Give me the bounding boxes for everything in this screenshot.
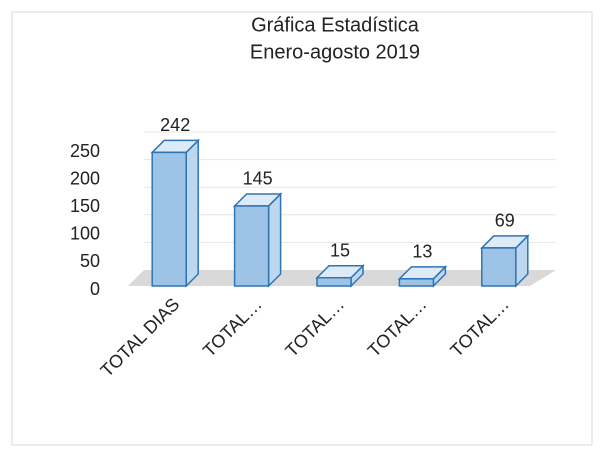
- bar: [315, 263, 365, 288]
- bar-side: [267, 192, 282, 288]
- bar-front: [151, 151, 187, 287]
- chart-subtitle: Enero-agosto 2019: [250, 41, 420, 63]
- y-tick-label: 0: [90, 279, 100, 299]
- bar: [479, 234, 530, 288]
- chart-title: Gráfica Estadística: [251, 14, 420, 36]
- bar: [397, 265, 448, 288]
- bar-side: [185, 138, 199, 288]
- bar: [232, 192, 283, 288]
- data-label: 15: [330, 240, 350, 260]
- data-label: 69: [495, 211, 515, 231]
- bar-front: [481, 247, 517, 287]
- data-label: 145: [243, 169, 273, 189]
- bar-front: [233, 205, 270, 287]
- bar: [150, 138, 201, 288]
- y-tick-label: 250: [70, 141, 100, 161]
- data-label: 13: [412, 242, 432, 262]
- bar-front: [398, 278, 435, 287]
- bar-front: [316, 276, 352, 287]
- data-label: 242: [160, 115, 190, 135]
- y-tick-label: 200: [70, 168, 100, 188]
- y-tick-label: 100: [70, 224, 100, 244]
- chart-border: [11, 11, 593, 446]
- y-tick-label: 50: [80, 251, 100, 271]
- y-tick-label: 150: [70, 196, 100, 216]
